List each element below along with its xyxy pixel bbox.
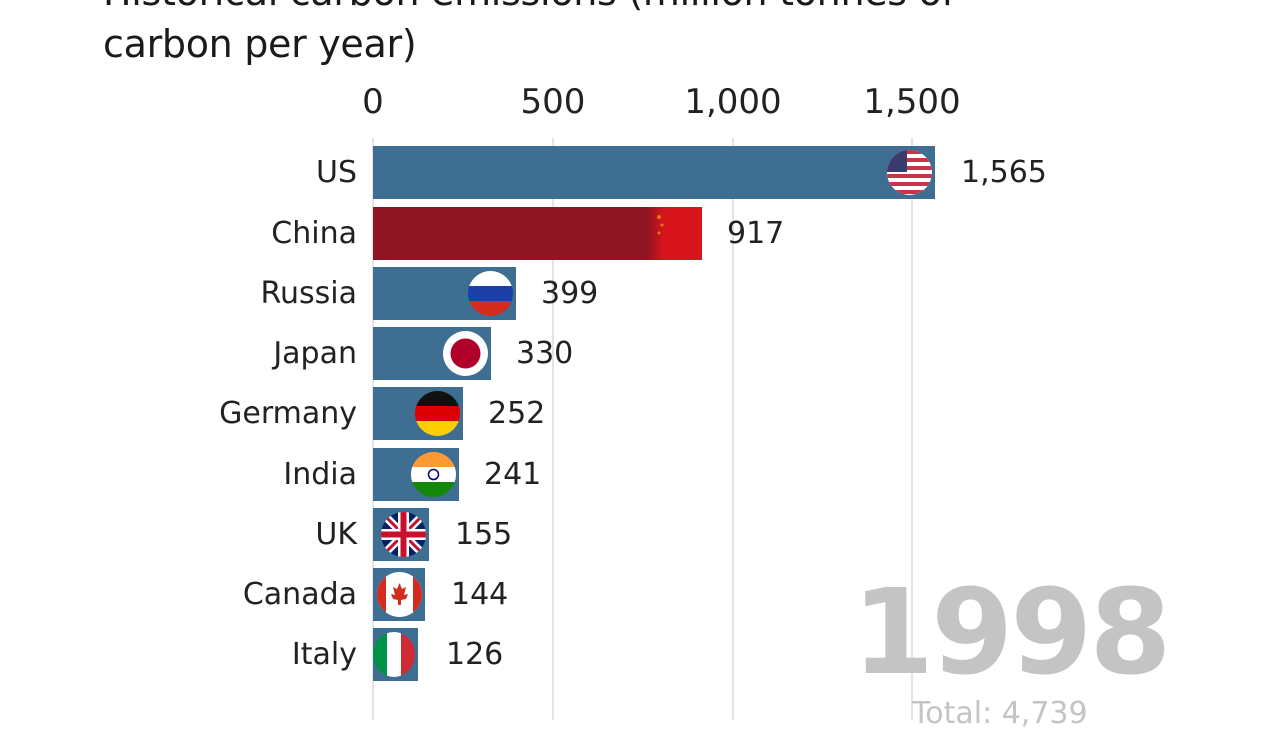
x-tick-1000: 1,000 [684, 82, 782, 122]
china-flag-icon [647, 207, 702, 260]
row-value: 144 [451, 577, 509, 612]
bar-row-india: India 241 [0, 448, 1280, 501]
row-label: US [315, 155, 357, 190]
canada-flag-icon [377, 572, 422, 617]
gridline-500 [552, 138, 554, 720]
row-value: 399 [541, 276, 599, 311]
russia-flag-icon [468, 271, 513, 316]
india-flag-icon [411, 452, 456, 497]
bar-japan [373, 327, 491, 380]
row-value: 155 [455, 517, 513, 552]
gridline-1500 [911, 138, 913, 720]
bar-us [373, 146, 935, 199]
bar-row-japan: Japan 330 [0, 327, 1280, 380]
uk-flag-icon [381, 512, 426, 557]
gridline-1000 [732, 138, 734, 720]
bar-row-italy: Italy 126 [0, 628, 1280, 681]
bar-row-us: US 1,565 [0, 146, 1280, 199]
row-label: China [271, 216, 357, 251]
x-tick-500: 500 [520, 82, 586, 122]
bar-italy [373, 628, 418, 681]
row-label: India [283, 457, 357, 492]
bar-uk [373, 508, 429, 561]
bar-row-uk: UK 155 [0, 508, 1280, 561]
row-label: Italy [291, 637, 357, 672]
germany-flag-icon [415, 391, 460, 436]
row-value: 252 [488, 396, 546, 431]
bar-russia [373, 267, 516, 320]
row-label: Canada [242, 577, 357, 612]
bar-china [373, 207, 702, 260]
bar-row-russia: Russia 399 [0, 267, 1280, 320]
row-value: 330 [516, 336, 574, 371]
us-flag-icon [887, 150, 932, 195]
bar-row-germany: Germany 252 [0, 387, 1280, 440]
row-value: 241 [484, 457, 542, 492]
chart-title-text: Historical carbon emissions (million ton… [103, 0, 955, 70]
row-label: Russia [260, 276, 358, 311]
row-label: Japan [273, 336, 357, 371]
row-value: 126 [446, 637, 504, 672]
title-line-2: carbon per year) [103, 22, 417, 66]
x-tick-0: 0 [362, 82, 384, 122]
bar-germany [373, 387, 463, 440]
year-label: 1998 [852, 563, 1171, 701]
italy-flag-icon [373, 632, 415, 677]
total-label: Total: 4,739 [912, 696, 1088, 731]
row-label: Germany [219, 396, 357, 431]
bar-row-canada: Canada 144 [0, 568, 1280, 621]
x-tick-1500: 1,500 [863, 82, 961, 122]
bar-india [373, 448, 459, 501]
japan-flag-icon [443, 331, 488, 376]
row-label: UK [315, 517, 357, 552]
row-value: 917 [727, 216, 785, 251]
bar-canada [373, 568, 425, 621]
title-line-1: Historical carbon emissions (million ton… [103, 0, 955, 14]
row-value: 1,565 [961, 155, 1047, 190]
bar-row-china: China 917 [0, 207, 1280, 260]
